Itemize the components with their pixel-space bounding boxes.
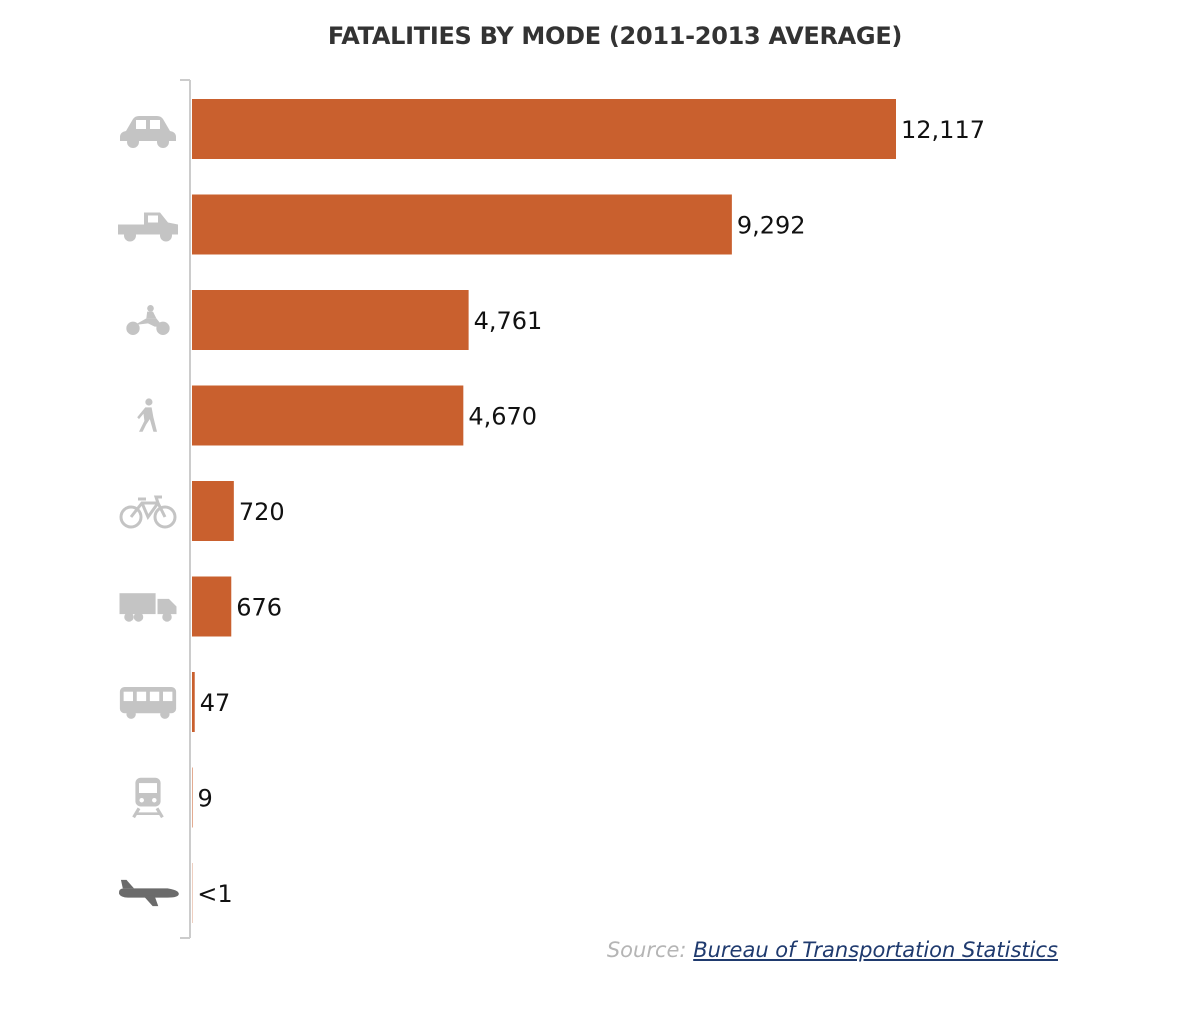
bar-bus (192, 672, 195, 732)
bar-value-label: 12,117 (901, 116, 985, 144)
bar-pickup-truck (192, 194, 732, 255)
bar-bicycle (192, 481, 234, 541)
airplane-icon (119, 879, 179, 907)
train-icon (131, 776, 165, 819)
bar-value-label: 676 (236, 594, 282, 622)
bar-value-label: 9 (198, 785, 213, 813)
bar-motorcycle (192, 290, 469, 350)
bar-pedestrian (192, 385, 464, 446)
bars-layer: 12,117 9,292 4,761 4,670 720 676 47 9 <1 (118, 99, 985, 923)
bar-value-label: 47 (200, 689, 231, 717)
chart-title: FATALITIES BY MODE (2011-2013 AVERAGE) (327, 22, 903, 50)
bus-icon (119, 687, 177, 719)
bar-value-label: 4,670 (468, 403, 537, 431)
pedestrian-icon (137, 398, 157, 432)
bar-value-label: 4,761 (474, 307, 543, 335)
source-note: Source: Bureau of Transportation Statist… (607, 938, 1058, 962)
delivery-truck-icon (119, 593, 177, 622)
motorcycle-icon (126, 305, 170, 335)
bar-value-label: 720 (239, 498, 285, 526)
bicycle-icon (119, 495, 177, 529)
bar-value-label: 9,292 (737, 212, 806, 240)
bar-car (192, 99, 896, 159)
car-icon (120, 116, 176, 148)
source-link[interactable]: Bureau of Transportation Statistics (693, 938, 1058, 962)
bar-value-label: <1 (197, 880, 232, 908)
bar-train (192, 767, 193, 828)
source-prefix: Source: (606, 938, 694, 962)
bar-delivery-truck (192, 576, 232, 637)
pickup-truck-icon (118, 212, 178, 242)
